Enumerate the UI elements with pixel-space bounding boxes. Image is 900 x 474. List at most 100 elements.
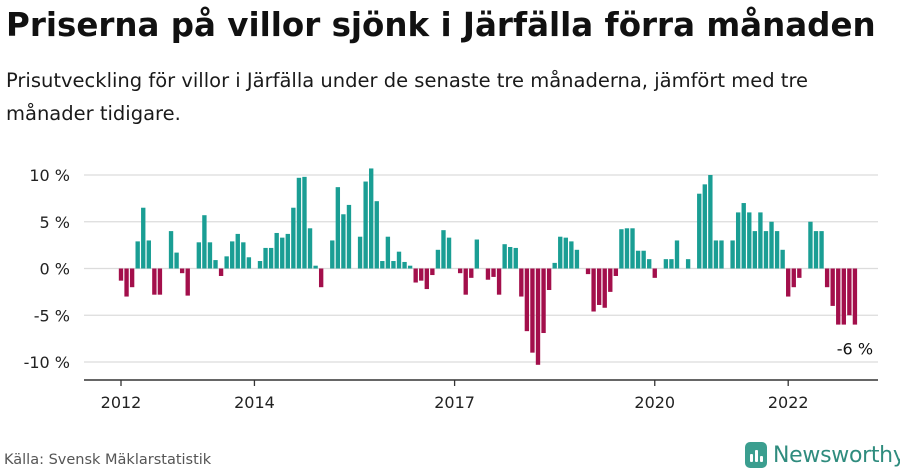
bar bbox=[819, 231, 824, 269]
bar bbox=[669, 259, 674, 269]
brand-name: Newsworthy bbox=[773, 442, 900, 468]
bar bbox=[797, 268, 802, 278]
bar bbox=[613, 268, 619, 276]
bar bbox=[302, 176, 307, 269]
x-tick-label: 2022 bbox=[768, 393, 809, 412]
bar bbox=[697, 193, 702, 269]
bar bbox=[291, 207, 296, 269]
bar bbox=[641, 250, 646, 269]
bar bbox=[152, 268, 157, 295]
bar bbox=[647, 259, 652, 269]
bar bbox=[430, 268, 435, 276]
bar bbox=[813, 231, 819, 269]
bar bbox=[519, 268, 524, 297]
bar bbox=[318, 268, 324, 288]
bar bbox=[196, 242, 202, 269]
bar bbox=[824, 268, 830, 288]
bar bbox=[602, 268, 607, 308]
bar bbox=[357, 236, 363, 269]
bar bbox=[585, 268, 591, 275]
bar bbox=[168, 231, 174, 269]
bar bbox=[786, 268, 791, 297]
bar bbox=[157, 268, 163, 295]
bar bbox=[413, 268, 418, 283]
bar bbox=[591, 268, 596, 312]
bar bbox=[808, 221, 813, 269]
bar bbox=[369, 168, 374, 269]
bar bbox=[407, 265, 413, 269]
bar bbox=[118, 268, 124, 281]
chart-subtitle: Prisutveckling för villor i Järfälla und… bbox=[6, 69, 809, 125]
bar bbox=[274, 232, 279, 269]
bar bbox=[791, 268, 796, 288]
bar bbox=[491, 268, 496, 277]
y-tick-label: -5 % bbox=[34, 306, 70, 325]
bar bbox=[174, 252, 179, 269]
bar bbox=[663, 259, 669, 269]
bar-chart-logo-icon bbox=[745, 442, 767, 468]
bar bbox=[496, 268, 502, 295]
bar bbox=[441, 230, 446, 269]
bar bbox=[752, 231, 758, 269]
bar bbox=[419, 268, 424, 281]
bar bbox=[396, 251, 402, 269]
bar bbox=[546, 268, 552, 291]
bar bbox=[346, 204, 352, 269]
bar bbox=[385, 236, 391, 269]
bar bbox=[574, 249, 580, 269]
bar bbox=[446, 237, 452, 269]
bar bbox=[630, 228, 635, 269]
bar bbox=[513, 247, 518, 269]
bar bbox=[847, 268, 852, 316]
bar bbox=[713, 240, 719, 269]
bar bbox=[391, 261, 396, 269]
newsworthy-logo[interactable]: Newsworthy bbox=[745, 440, 900, 470]
bar bbox=[230, 241, 235, 269]
bar bbox=[341, 214, 346, 269]
bar bbox=[263, 247, 268, 269]
bar bbox=[702, 184, 707, 269]
y-tick-label: 0 % bbox=[40, 260, 70, 279]
bar bbox=[569, 241, 574, 269]
bar bbox=[363, 181, 368, 269]
annotation-label: -6 % bbox=[837, 340, 873, 359]
bar bbox=[708, 175, 713, 269]
x-tick-label: 2017 bbox=[434, 393, 475, 412]
bar bbox=[224, 256, 229, 269]
bar bbox=[830, 268, 835, 306]
bar bbox=[524, 268, 530, 332]
bar bbox=[380, 261, 385, 269]
x-tick-label: 2020 bbox=[634, 393, 675, 412]
bar bbox=[652, 268, 657, 278]
bar bbox=[241, 242, 246, 269]
bar bbox=[246, 257, 252, 269]
bar bbox=[402, 261, 407, 269]
bar bbox=[741, 203, 746, 269]
bar bbox=[836, 268, 841, 325]
bar bbox=[685, 259, 691, 269]
bar bbox=[485, 268, 491, 280]
y-tick-label: 10 % bbox=[29, 166, 70, 185]
bar bbox=[552, 262, 557, 269]
chart-title: Priserna på villor sjönk i Järfälla förr… bbox=[6, 6, 876, 44]
bar bbox=[374, 201, 379, 269]
bar bbox=[179, 268, 185, 274]
bar bbox=[141, 207, 146, 269]
bar bbox=[213, 260, 218, 269]
bar bbox=[541, 268, 546, 334]
bar bbox=[235, 233, 240, 269]
bar bbox=[296, 177, 302, 269]
bar bbox=[852, 268, 858, 325]
bar bbox=[841, 268, 846, 325]
bar bbox=[674, 240, 680, 269]
bar bbox=[268, 247, 274, 269]
bar bbox=[435, 249, 441, 269]
bar bbox=[774, 231, 780, 269]
bar bbox=[218, 268, 224, 276]
bar bbox=[508, 246, 513, 269]
bar bbox=[624, 228, 630, 269]
bar bbox=[457, 268, 463, 274]
bar bbox=[769, 221, 774, 269]
bar bbox=[619, 229, 624, 269]
bar bbox=[747, 212, 752, 269]
